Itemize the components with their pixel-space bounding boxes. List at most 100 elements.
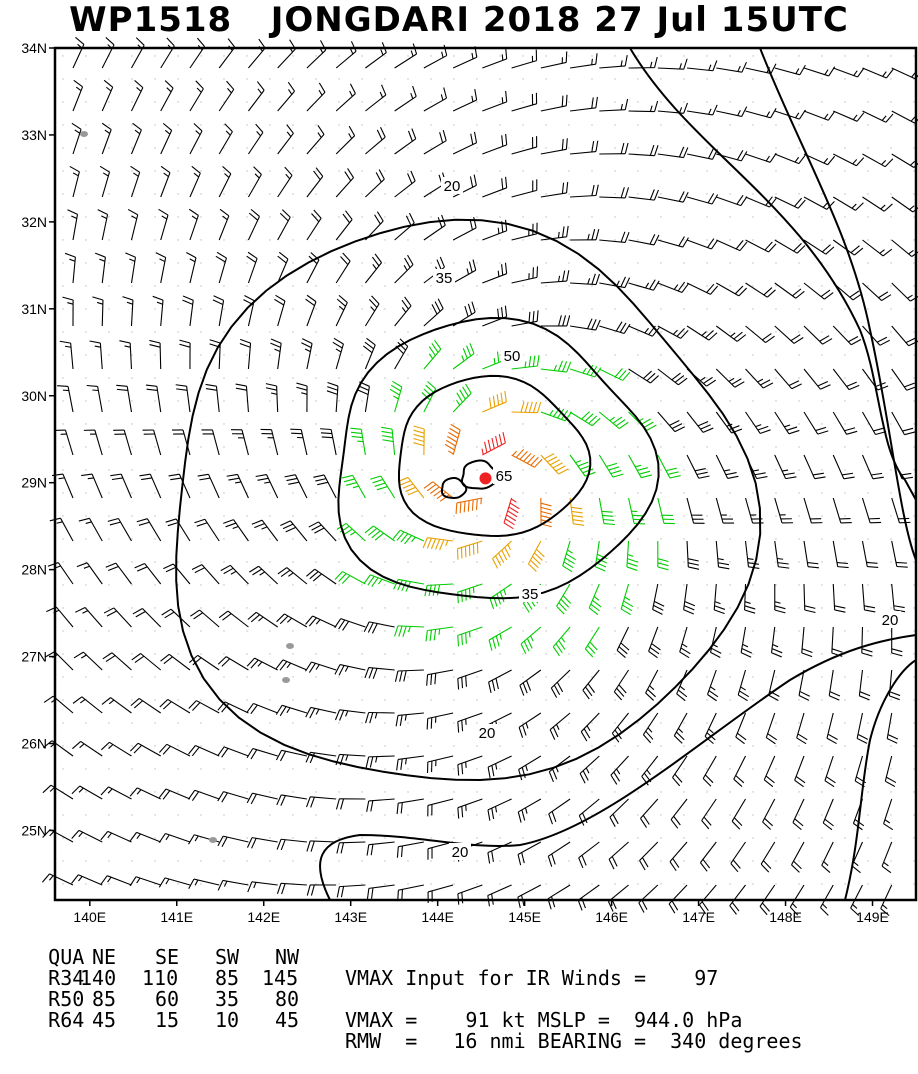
- grid-dot: [269, 515, 270, 516]
- wind-barb: [307, 841, 336, 852]
- wind-barb: [482, 91, 506, 111]
- grid-dot: [729, 446, 730, 447]
- grid-dot: [154, 216, 155, 217]
- wind-barb: [221, 565, 249, 584]
- grid-dot: [752, 699, 753, 700]
- grid-dot: [568, 400, 569, 401]
- grid-dot: [890, 354, 891, 355]
- grid-dot: [361, 101, 362, 102]
- grid-dot: [545, 377, 546, 378]
- wind-barb: [862, 455, 883, 479]
- wind-barb: [274, 295, 285, 326]
- contour-20-east-outer: [760, 48, 916, 560]
- grid-dot: [729, 170, 730, 171]
- wind-barb: [159, 744, 190, 756]
- grid-dot: [476, 147, 477, 148]
- grid-dot: [499, 216, 500, 217]
- grid-dot: [177, 55, 178, 56]
- grid-dot: [292, 101, 293, 102]
- grid-dot: [430, 400, 431, 401]
- grid-dot: [361, 55, 362, 56]
- grid-dot: [292, 193, 293, 194]
- wind-barb: [213, 296, 224, 326]
- grid-dot: [292, 722, 293, 723]
- grid-dot: [269, 400, 270, 401]
- grid-dot: [269, 607, 270, 608]
- wind-barb: [236, 384, 249, 412]
- wind-barb: [639, 885, 658, 912]
- wind-barb: [161, 654, 190, 670]
- wind-barb: [285, 475, 307, 498]
- grid-dot: [844, 308, 845, 309]
- grid-dot: [315, 331, 316, 332]
- wind-barb: [570, 498, 584, 525]
- wind-barb: [859, 670, 870, 700]
- grid-dot: [752, 170, 753, 171]
- grid-dot: [338, 699, 339, 700]
- grid-dot: [729, 883, 730, 884]
- grid-dot: [798, 722, 799, 723]
- grid-dot: [683, 331, 684, 332]
- grid-dot: [913, 561, 914, 562]
- wind-barb: [153, 296, 163, 326]
- wind-barb: [833, 498, 852, 523]
- grid-dot: [499, 722, 500, 723]
- grid-dot: [775, 722, 776, 723]
- grid-dot: [522, 883, 523, 884]
- wind-barb: [161, 81, 173, 111]
- wind-barb: [458, 885, 482, 905]
- grid-dot: [522, 837, 523, 838]
- grid-dot: [108, 492, 109, 493]
- wind-barb: [424, 340, 441, 369]
- wind-barb: [100, 166, 109, 197]
- grid-dot: [729, 653, 730, 654]
- wind-barb: [716, 326, 746, 341]
- grid-dot: [729, 193, 730, 194]
- grid-dot: [131, 285, 132, 286]
- wind-barb: [541, 270, 569, 283]
- grid-dot: [62, 492, 63, 493]
- wind-barb: [629, 234, 659, 245]
- grid-dot: [338, 331, 339, 332]
- wind-barb: [646, 670, 658, 700]
- grid-dot: [637, 239, 638, 240]
- grid-dot: [292, 354, 293, 355]
- grid-dot: [108, 78, 109, 79]
- wind-barb: [201, 430, 219, 455]
- grid-dot: [867, 768, 868, 769]
- wind-barb: [892, 197, 918, 212]
- grid-dot: [683, 216, 684, 217]
- grid-dot: [844, 124, 845, 125]
- lon-label: 144E: [421, 909, 454, 925]
- grid-dot: [844, 377, 845, 378]
- wind-barb: [183, 296, 194, 326]
- wind-barb: [74, 652, 102, 670]
- grid-dot: [637, 78, 638, 79]
- grid-dot: [108, 515, 109, 516]
- grid-dot: [499, 170, 500, 171]
- wind-barb: [278, 568, 307, 584]
- grid-dot: [660, 584, 661, 585]
- grid-dot: [407, 354, 408, 355]
- grid-dot: [476, 492, 477, 493]
- grid-dot: [407, 469, 408, 470]
- grid-dot: [706, 285, 707, 286]
- wind-barb: [521, 627, 541, 654]
- wind-barb: [218, 880, 248, 890]
- grid-dot: [844, 860, 845, 861]
- grid-dot: [361, 630, 362, 631]
- grid-dot: [614, 492, 615, 493]
- grid-dot: [85, 331, 86, 332]
- grid-dot: [568, 860, 569, 861]
- grid-dot: [890, 791, 891, 792]
- contour-50: [399, 376, 590, 536]
- grid-dot: [545, 216, 546, 217]
- grid-dot: [752, 837, 753, 838]
- grid-dot: [683, 492, 684, 493]
- wind-barb: [190, 166, 200, 197]
- wind-barb: [643, 713, 657, 743]
- wind-barb: [599, 412, 628, 429]
- grid-dot: [522, 262, 523, 263]
- grid-dot: [315, 699, 316, 700]
- grid-dot: [85, 676, 86, 677]
